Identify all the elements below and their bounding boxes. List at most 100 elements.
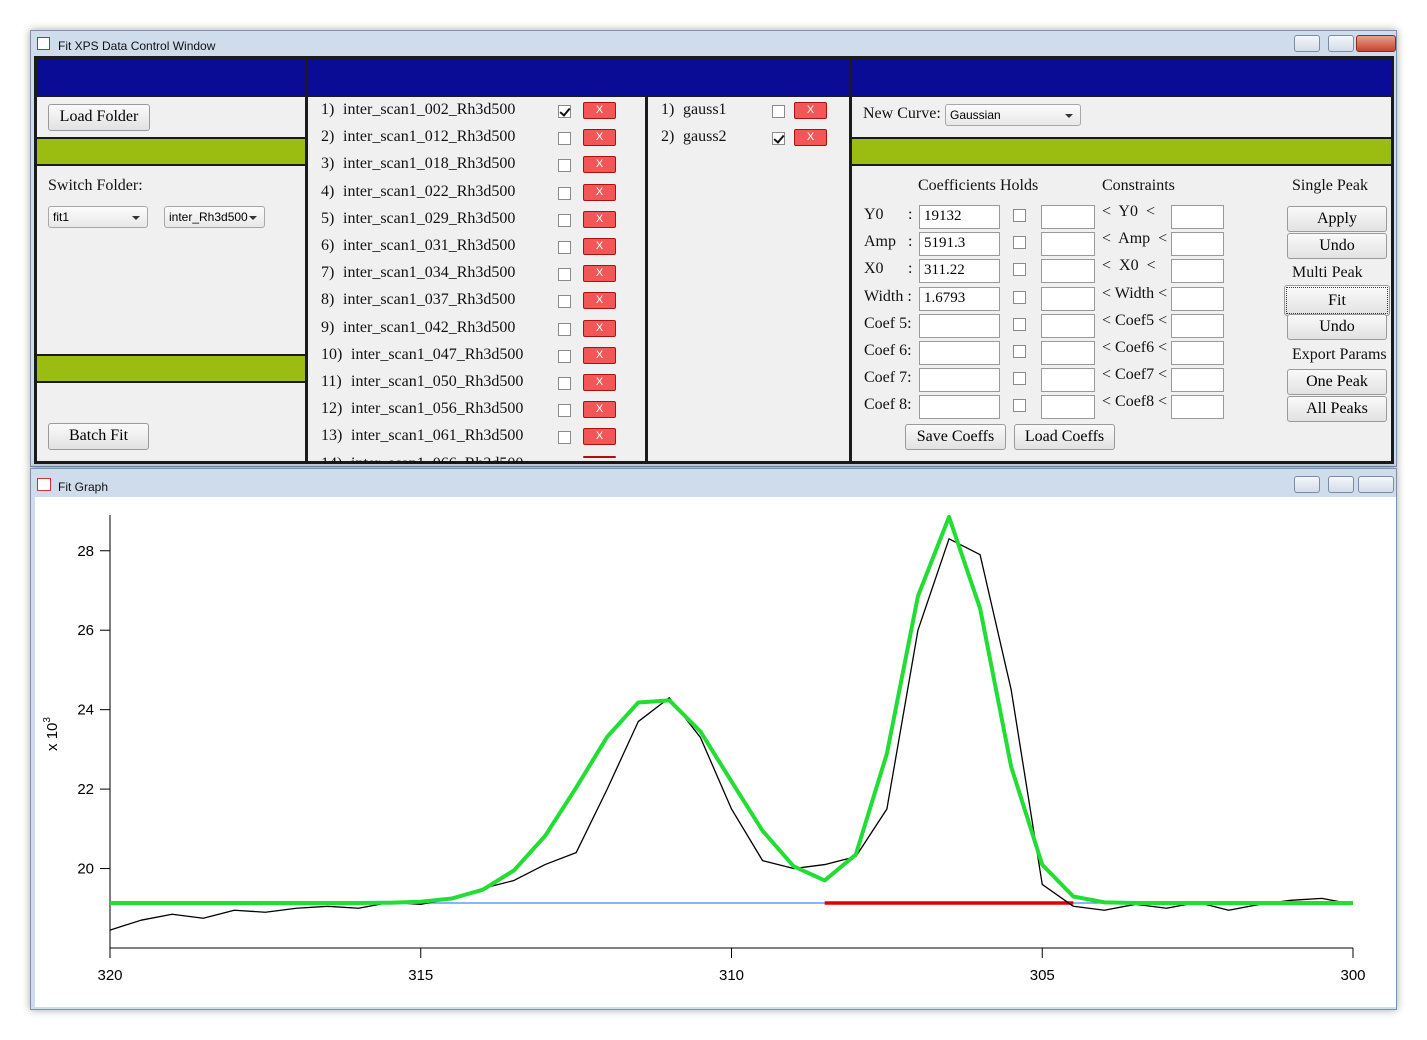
delete-button[interactable]: X xyxy=(583,210,616,228)
hold-checkbox[interactable] xyxy=(1013,317,1026,331)
close-button[interactable] xyxy=(1356,35,1396,52)
coef-input[interactable] xyxy=(919,313,1000,338)
hold-checkbox[interactable] xyxy=(1013,236,1026,250)
save-coeffs-button[interactable]: Save Coeffs xyxy=(905,424,1006,450)
constraint-min[interactable] xyxy=(1041,341,1095,365)
checkbox[interactable] xyxy=(558,404,571,418)
checkbox[interactable] xyxy=(558,159,571,173)
file-name[interactable]: inter_scan1_002_Rh3d500 xyxy=(343,101,516,118)
all-peaks-button[interactable]: All Peaks xyxy=(1287,396,1387,422)
batch-fit-button[interactable]: Batch Fit xyxy=(48,423,149,450)
delete-button[interactable]: X xyxy=(794,129,827,147)
minimize-button[interactable] xyxy=(1294,476,1320,493)
delete-button[interactable]: X xyxy=(583,319,616,337)
file-name[interactable]: inter_scan1_061_Rh3d500 xyxy=(351,427,524,445)
hold-checkbox[interactable] xyxy=(1013,209,1026,222)
coef-input[interactable]: 19132 xyxy=(919,205,1000,229)
checkbox[interactable] xyxy=(558,295,571,309)
delete-button[interactable]: X xyxy=(583,102,616,119)
curve-name[interactable]: gauss2 xyxy=(683,128,727,146)
checkbox[interactable] xyxy=(558,349,571,363)
constraint-max[interactable] xyxy=(1171,341,1224,365)
coef-input[interactable]: 1.6793 xyxy=(919,286,1000,311)
checkbox[interactable] xyxy=(558,213,571,227)
coef-input[interactable] xyxy=(919,368,1000,393)
file-name[interactable]: inter_scan1_042_Rh3d500 xyxy=(343,318,516,336)
checkbox[interactable] xyxy=(772,105,785,118)
hold-checkbox[interactable] xyxy=(1013,263,1026,277)
delete-button[interactable]: X xyxy=(583,265,616,283)
delete-button[interactable]: X xyxy=(583,156,616,174)
constraint-min[interactable] xyxy=(1041,395,1095,420)
coef-input[interactable]: 5191.3 xyxy=(919,232,1000,257)
checkbox[interactable] xyxy=(558,322,571,336)
checkbox[interactable] xyxy=(558,431,571,445)
coef-input[interactable] xyxy=(919,341,1000,365)
maximize-button[interactable] xyxy=(1328,35,1354,52)
constraint-min[interactable] xyxy=(1041,313,1095,338)
file-name[interactable]: inter_scan1_018_Rh3d500 xyxy=(343,155,516,173)
delete-button[interactable]: X xyxy=(583,238,616,255)
constraint-max[interactable] xyxy=(1171,368,1224,393)
constraint-min[interactable] xyxy=(1041,205,1095,229)
checkbox[interactable] xyxy=(558,377,571,390)
constraint-max[interactable] xyxy=(1171,259,1224,284)
delete-button[interactable]: X xyxy=(794,102,827,119)
delete-button[interactable]: X xyxy=(583,292,616,310)
constraint-min[interactable] xyxy=(1041,286,1095,311)
constraint-min[interactable] xyxy=(1041,232,1095,257)
file-name[interactable]: inter_scan1_050_Rh3d500 xyxy=(351,373,524,390)
folder-menu[interactable]: inter_Rh3d500 xyxy=(164,206,265,228)
file-name[interactable]: inter_scan1_034_Rh3d500 xyxy=(343,264,516,282)
load-coeffs-button[interactable]: Load Coeffs xyxy=(1014,424,1115,450)
checkbox[interactable] xyxy=(558,105,571,118)
file-index: 12) xyxy=(321,400,343,418)
file-name[interactable]: inter_scan1_047_Rh3d500 xyxy=(351,345,524,363)
hold-checkbox[interactable] xyxy=(1013,290,1026,304)
undo-button[interactable]: Undo xyxy=(1287,233,1387,259)
file-name[interactable]: inter_scan1_066_Rh3d500 xyxy=(351,454,524,472)
delete-button[interactable]: X xyxy=(583,346,616,364)
delete-button[interactable] xyxy=(583,455,616,458)
constraint-max[interactable] xyxy=(1171,205,1224,229)
file-name[interactable]: inter_scan1_022_Rh3d500 xyxy=(343,182,516,200)
file-name[interactable]: inter_scan1_037_Rh3d500 xyxy=(343,291,516,309)
checkbox[interactable] xyxy=(558,268,571,282)
hold-checkbox[interactable] xyxy=(1013,372,1026,386)
delete-button[interactable]: X xyxy=(583,129,616,147)
constraint-max[interactable] xyxy=(1171,313,1224,338)
coef-input[interactable] xyxy=(919,395,1000,420)
coef-input[interactable]: 311.22 xyxy=(919,259,1000,284)
delete-button[interactable]: X xyxy=(583,428,616,446)
load-folder-button[interactable]: Load Folder xyxy=(48,104,150,131)
checkbox[interactable] xyxy=(772,132,785,146)
constraint-max[interactable] xyxy=(1171,395,1224,420)
close-button[interactable] xyxy=(1358,476,1394,493)
delete-button[interactable]: X xyxy=(583,401,616,419)
constraint-min[interactable] xyxy=(1041,368,1095,393)
file-index: 9) xyxy=(321,318,335,336)
delete-button[interactable]: X xyxy=(583,183,616,201)
file-name[interactable]: inter_scan1_056_Rh3d500 xyxy=(351,400,524,418)
apply-button[interactable]: Apply xyxy=(1287,206,1387,232)
curve-name[interactable]: gauss1 xyxy=(683,101,727,118)
constraint-min[interactable] xyxy=(1041,259,1095,284)
minimize-button[interactable] xyxy=(1294,35,1320,52)
file-name[interactable]: inter_scan1_029_Rh3d500 xyxy=(343,209,516,227)
checkbox[interactable] xyxy=(558,132,571,146)
constraint-max[interactable] xyxy=(1171,286,1224,311)
hold-checkbox[interactable] xyxy=(1013,345,1026,358)
constraint-max[interactable] xyxy=(1171,232,1224,257)
curve-menu[interactable]: Gaussian xyxy=(945,104,1081,126)
fit-button[interactable]: Fit xyxy=(1284,285,1390,316)
delete-button[interactable]: X xyxy=(583,374,616,391)
folder-menu[interactable]: fit1 xyxy=(48,206,148,228)
file-name[interactable]: inter_scan1_012_Rh3d500 xyxy=(343,128,516,146)
hold-checkbox[interactable] xyxy=(1013,399,1026,413)
undo-button[interactable]: Undo xyxy=(1287,314,1387,340)
checkbox[interactable] xyxy=(558,186,571,200)
file-name[interactable]: inter_scan1_031_Rh3d500 xyxy=(343,237,516,254)
one-peak-button[interactable]: One Peak xyxy=(1287,369,1387,395)
checkbox[interactable] xyxy=(558,241,571,254)
maximize-button[interactable] xyxy=(1328,476,1354,493)
